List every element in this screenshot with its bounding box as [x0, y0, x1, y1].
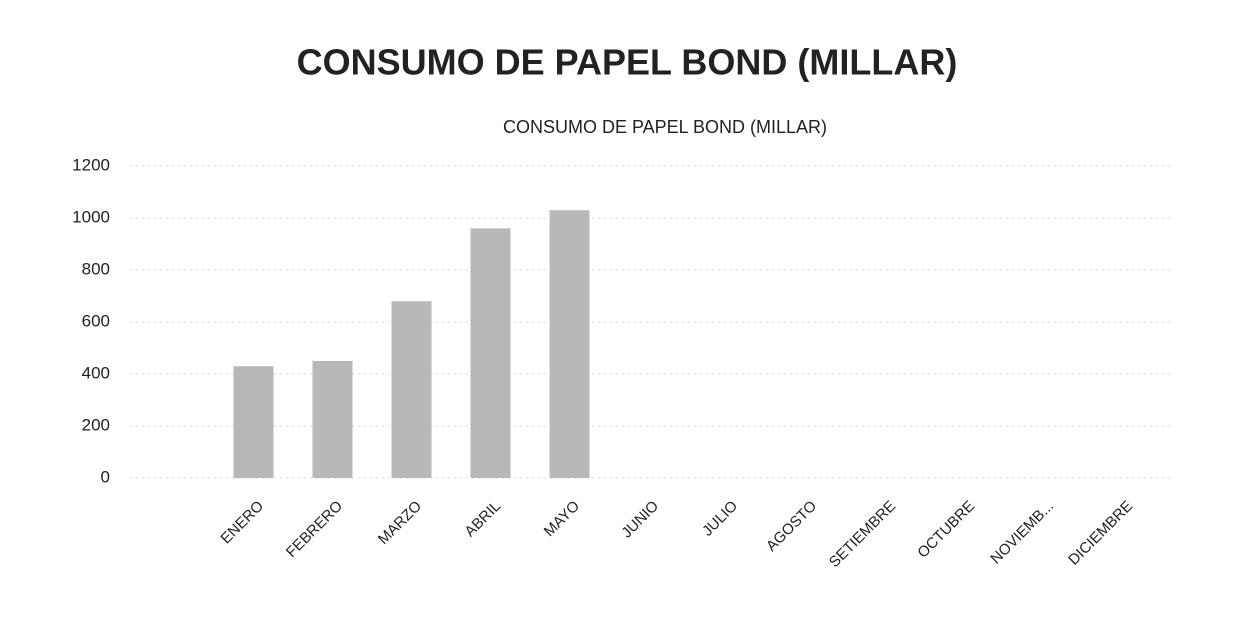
x-tick-label: DICIEMBRE — [1065, 498, 1136, 569]
y-tick-label: 0 — [101, 467, 110, 486]
x-tick-label: OCTUBRE — [914, 498, 978, 562]
y-tick-label: 1200 — [72, 155, 110, 174]
x-tick-label: ABRIL — [461, 498, 504, 541]
y-tick-label: 400 — [82, 363, 110, 382]
x-tick-label: AGOSTO — [763, 498, 820, 555]
bar — [233, 366, 274, 478]
x-tick-label: FEBRERO — [283, 498, 346, 561]
y-tick-label: 200 — [82, 415, 110, 434]
chart-subtitle: CONSUMO DE PAPEL BOND (MILLAR) — [503, 117, 827, 137]
y-tick-label: 600 — [82, 311, 110, 330]
x-tick-label: MAYO — [541, 498, 583, 540]
chart-title: CONSUMO DE PAPEL BOND (MILLAR) — [297, 42, 958, 83]
bar — [391, 301, 432, 478]
bar — [470, 228, 511, 478]
x-tick-label: ENERO — [217, 498, 267, 548]
bar — [549, 210, 590, 478]
y-tick-label: 800 — [82, 259, 110, 278]
x-tick-label: MARZO — [375, 498, 425, 548]
x-tick-label: SETIEMBRE — [826, 498, 899, 571]
bar — [312, 361, 353, 478]
x-tick-label: JULIO — [699, 498, 741, 540]
y-tick-label: 1000 — [72, 207, 110, 226]
x-tick-label: NOVIEMB... — [987, 498, 1057, 568]
x-tick-label: JUNIO — [618, 498, 662, 542]
